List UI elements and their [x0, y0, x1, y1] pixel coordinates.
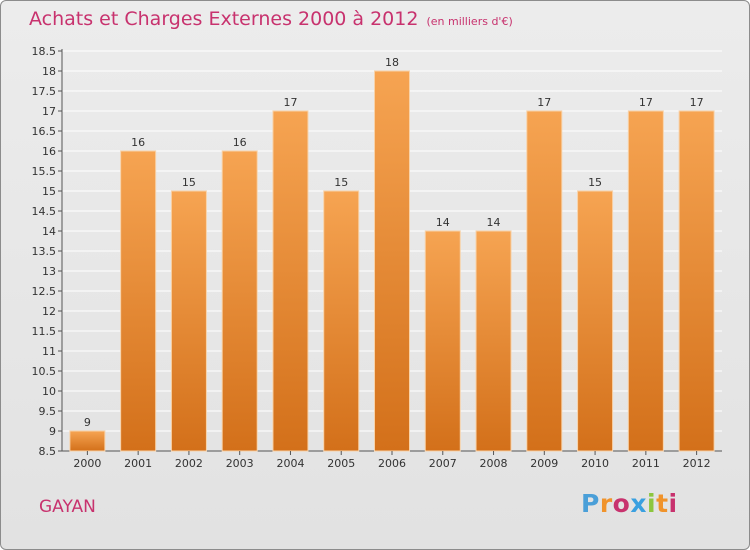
bar-2006 [374, 70, 410, 452]
bar-2000 [69, 430, 106, 452]
chart-title-text: Achats et Charges Externes 2000 à 2012 [29, 8, 419, 30]
data-label: 16 [233, 136, 247, 149]
proxiti-logo: Proxiti [581, 489, 678, 518]
y-tick-label: 13 [42, 265, 56, 278]
x-tick-label: 2002 [175, 457, 203, 470]
data-label: 15 [588, 176, 602, 189]
y-tick-label: 17 [42, 105, 56, 118]
chart-title: Achats et Charges Externes 2000 à 2012 (e… [29, 8, 513, 30]
y-tick-label: 14.5 [32, 205, 57, 218]
y-tick-label: 12 [42, 305, 56, 318]
bar-2004 [272, 110, 309, 452]
chart-unit: (en milliers d'€) [426, 15, 513, 28]
city-label: GAYAN [39, 497, 96, 517]
y-tick-label: 8.5 [39, 445, 57, 458]
bar-2008 [475, 230, 512, 452]
bar-2001 [120, 150, 157, 452]
logo-letter: o [612, 489, 631, 518]
logo-letter: i [647, 489, 657, 518]
x-tick-label: 2000 [73, 457, 101, 470]
x-tick-label: 2003 [226, 457, 254, 470]
logo-letter: r [599, 489, 613, 518]
data-label: 14 [487, 216, 501, 229]
x-tick-label: 2005 [327, 457, 355, 470]
x-tick-label: 2010 [581, 457, 609, 470]
bar-2005 [323, 190, 360, 452]
x-tick-label: 2007 [429, 457, 457, 470]
logo-letter: P [581, 489, 600, 518]
logo-letter: i [668, 489, 678, 518]
y-tick-label: 18.5 [32, 45, 57, 58]
y-tick-label: 18 [42, 65, 56, 78]
x-tick-label: 2011 [632, 457, 660, 470]
y-tick-label: 12.5 [32, 285, 57, 298]
x-tick-label: 2006 [378, 457, 406, 470]
y-tick-label: 17.5 [32, 85, 57, 98]
bar-2003 [221, 150, 258, 452]
y-tick-label: 11 [42, 345, 56, 358]
y-tick-label: 10 [42, 385, 56, 398]
x-tick-label: 2001 [124, 457, 152, 470]
y-tick-label: 16.5 [32, 125, 57, 138]
data-label: 9 [84, 416, 91, 429]
y-tick-label: 11.5 [32, 325, 57, 338]
data-label: 17 [283, 96, 297, 109]
data-label: 18 [385, 56, 399, 69]
bar-2012 [678, 110, 715, 452]
y-tick-label: 13.5 [32, 245, 57, 258]
x-tick-label: 2008 [480, 457, 508, 470]
data-label: 17 [537, 96, 551, 109]
bar-2002 [170, 190, 207, 452]
data-label: 15 [334, 176, 348, 189]
y-tick-label: 15 [42, 185, 56, 198]
logo-letter: t [656, 489, 669, 518]
y-tick-label: 9 [49, 425, 56, 438]
bar-2010 [577, 190, 614, 452]
x-tick-label: 2009 [530, 457, 558, 470]
y-tick-label: 15.5 [32, 165, 57, 178]
data-label: 15 [182, 176, 196, 189]
y-tick-label: 10.5 [32, 365, 57, 378]
data-label: 17 [639, 96, 653, 109]
bar-2011 [627, 110, 664, 452]
x-tick-label: 2012 [683, 457, 711, 470]
y-tick-label: 9.5 [39, 405, 57, 418]
y-tick-label: 14 [42, 225, 56, 238]
logo-letter: x [630, 489, 647, 518]
data-label: 16 [131, 136, 145, 149]
data-label: 14 [436, 216, 450, 229]
bar-2009 [526, 110, 563, 452]
x-tick-label: 2004 [276, 457, 304, 470]
data-label: 17 [690, 96, 704, 109]
bar-2007 [424, 230, 461, 452]
y-tick-label: 16 [42, 145, 56, 158]
